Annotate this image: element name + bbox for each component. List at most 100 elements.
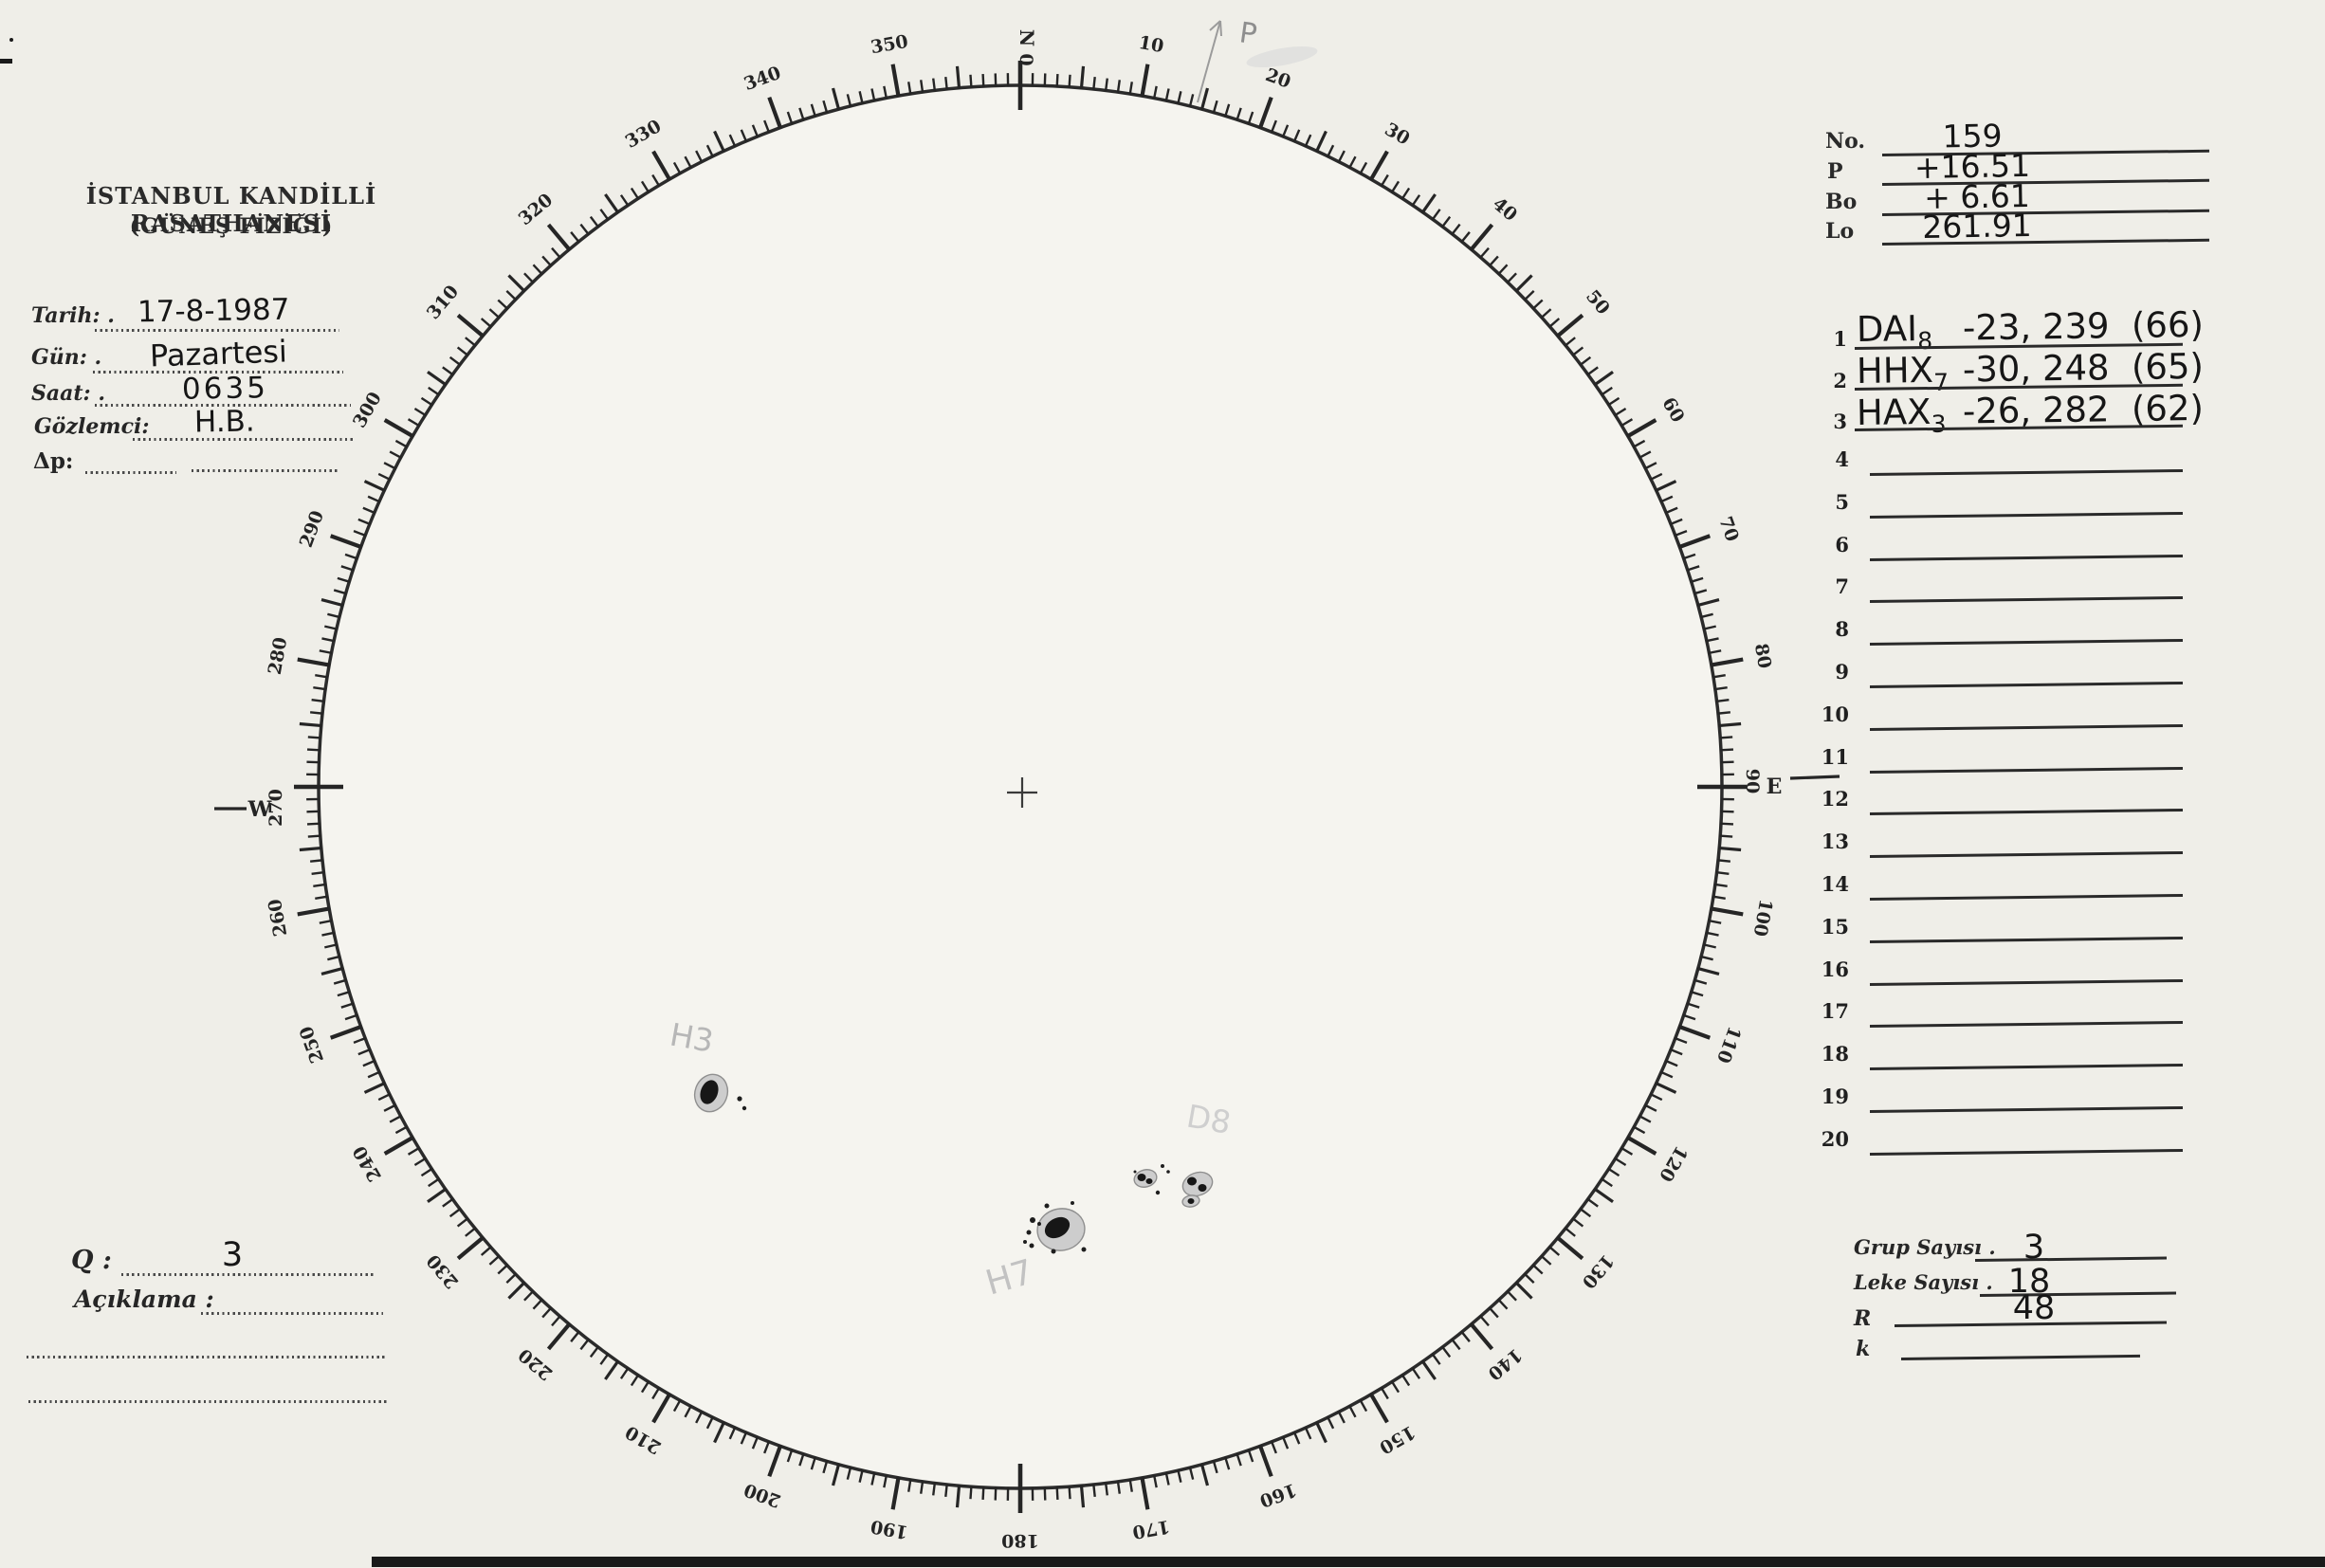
observatory-title: İSTANBUL KANDİLLİ RASATHANESİ [85,182,377,237]
p-angle-arrow: P [1197,16,1259,103]
degree-label: 140 [1484,1344,1527,1384]
degree-label: 200 [741,1479,784,1511]
east-degree-label: 90 [1742,769,1763,793]
degree-label: 50 [1582,286,1614,319]
quality-line [121,1273,375,1276]
list-row-num: 10 [1821,702,1849,726]
degree-label: 330 [622,116,665,153]
sunspot-umbra [1044,1216,1071,1239]
list-row-num: 14 [1821,872,1849,896]
group-entry-num: 1 [1833,327,1847,351]
list-row-num: 6 [1835,533,1849,556]
degree-label: 120 [1655,1142,1692,1185]
summary-label-grup: Grup Sayısı . [1854,1235,1996,1259]
center-crosshair [1007,777,1037,808]
degree-label: 320 [515,190,558,229]
summary-label-k: k [1856,1337,1871,1361]
group-entry-coords: -23, 239 [1962,305,2110,349]
eraser-smudge [1246,46,1318,68]
field-label-gozlemci: Gözlemci: [34,414,150,439]
field-value-gozlemci: H.B. [193,404,256,440]
list-row-num: 11 [1821,745,1849,769]
list-row-num: 15 [1821,915,1849,939]
sunspot-pore [737,1096,742,1102]
sunspot-pore [1051,1249,1056,1254]
sunspot-umbra [1187,1198,1195,1204]
summary-label-r: R [1854,1306,1872,1331]
group-entry: HAX3 -26, 282 (62) [1857,388,2218,439]
group-entry-code: HHX7 [1856,349,1950,396]
field-label-tarih: Tarih: . [31,303,115,328]
group-entry-num: 2 [1833,369,1847,392]
degree-label: 290 [296,508,328,551]
field-label-gun: Gün: . [31,345,102,370]
degree-label: 300 [349,389,386,431]
summary-value-grup: 3 [2023,1229,2045,1267]
degree-label: 210 [622,1421,665,1458]
sunspot-pore [1161,1164,1164,1168]
sunspot-pore [1037,1222,1041,1226]
degree-label: 240 [349,1142,386,1185]
east-pointer-dash [1789,775,1840,780]
aciklama-line-1 [201,1312,383,1315]
degree-label: 100 [1749,898,1777,939]
eph-label-p: P [1827,159,1843,184]
sunspot-umbra [1198,1184,1207,1192]
sunspot-pore [1023,1240,1027,1244]
group-entry-code: HAX3 [1856,391,1947,438]
degree-label: 220 [515,1344,558,1384]
list-row-num: 5 [1835,490,1849,514]
sunspot-pore [1026,1230,1032,1235]
scan-edge-bar [372,1557,2325,1567]
sunspot-pore [1166,1170,1170,1174]
sunspot-umbra [1137,1174,1146,1181]
field-line-saat [95,404,351,407]
list-row-num: 13 [1821,830,1849,853]
degree-label: 40 [1489,193,1521,226]
degree-label: 150 [1376,1421,1419,1458]
field-value-saat: 0635 [181,371,269,407]
group-entry-count: (66) [2131,303,2205,346]
degree-label: 10 [1137,32,1165,57]
degree-label: 340 [741,63,784,95]
sunspot-umbra [700,1080,719,1104]
scan-dot [9,38,13,42]
field-label-dp: Δp: [33,448,74,474]
group-entry-sub: 3 [1931,410,1947,438]
sunspot-pore [1071,1201,1074,1205]
quality-value: 3 [221,1236,244,1274]
p-angle-label: P [1237,16,1259,51]
eph-label-bo: Bo [1825,190,1858,214]
group-entry-count: (65) [2131,345,2205,388]
degree-label: 20 [1263,64,1293,93]
sunspot-umbra [1145,1178,1153,1184]
field-line-dp-1 [85,471,176,474]
list-row-num: 9 [1835,660,1849,684]
group-entry-num: 3 [1833,410,1847,433]
quality-label: Q : [71,1246,112,1275]
sunspot-pore [1044,1203,1050,1209]
sunspot-pore [1029,1243,1034,1249]
degree-label: 350 [870,31,910,59]
degree-label: 110 [1712,1024,1745,1067]
field-value-gun: Pazartesi [149,333,288,374]
sunspot-group-label: H3 [668,1015,717,1059]
degree-label: 280 [265,636,292,677]
degree-label: 60 [1657,394,1688,427]
sunspot-group-h3: H3 [668,1015,747,1113]
degree-label: 160 [1257,1479,1300,1511]
degree-label: 180 [1001,1530,1039,1551]
field-value-tarih: 17-8-1987 [137,292,290,330]
degree-label: 310 [423,282,463,324]
degree-label: 30 [1382,119,1414,149]
aciklama-line-3 [28,1400,387,1403]
group-entry-coords: -30, 248 [1962,347,2110,391]
list-row-num: 18 [1821,1042,1849,1066]
degree-label: 80 [1750,642,1775,670]
sunspot-pore [741,1105,747,1111]
field-line-gun [93,371,343,374]
list-row-num: 20 [1821,1127,1849,1151]
scan-mark [0,59,12,64]
